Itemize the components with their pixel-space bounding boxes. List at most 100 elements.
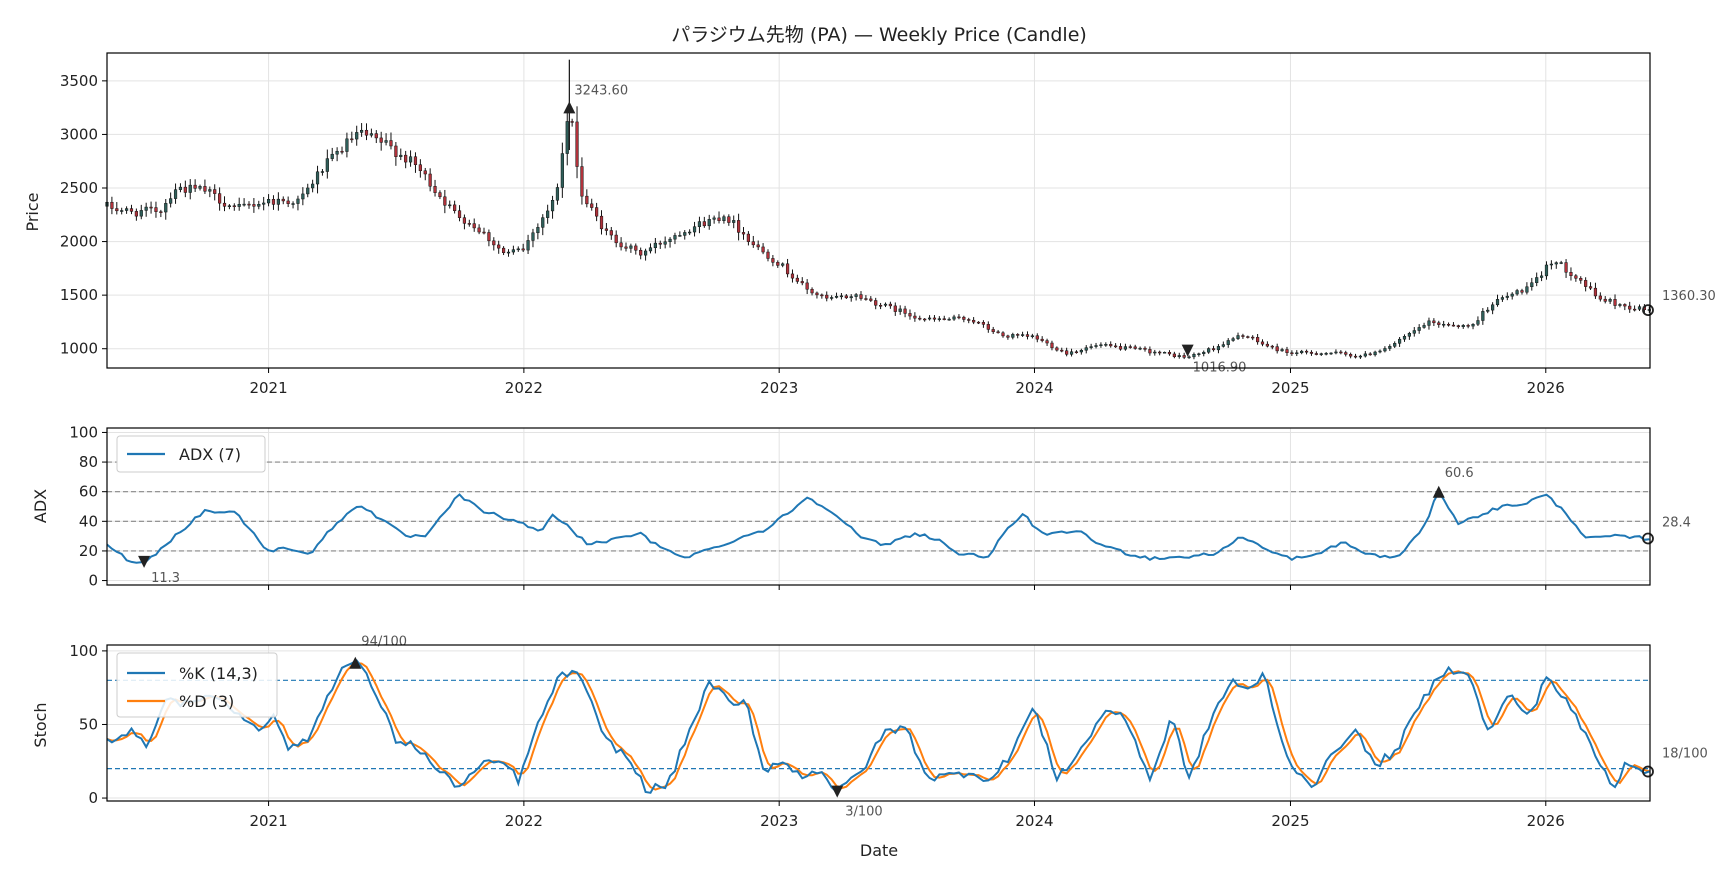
candle-body (908, 313, 912, 317)
candle-body (120, 210, 124, 212)
candle-body (526, 240, 530, 251)
candle-body (1569, 272, 1573, 276)
candle-body (1530, 282, 1534, 288)
candle-body (795, 277, 799, 282)
candle-body (1339, 351, 1343, 354)
candle-body (810, 288, 814, 294)
candle-body (692, 226, 697, 233)
candle-body (536, 227, 540, 234)
candle-body (913, 315, 917, 319)
candle-body (389, 140, 393, 147)
candle-body (462, 217, 467, 224)
candle-body (1236, 335, 1240, 339)
candle-body (193, 184, 197, 189)
chart-title: パラジウム先物 (PA) — Weekly Price (Candle) (671, 24, 1087, 46)
adx-y-tick-label: 40 (79, 512, 98, 530)
stoch-legend: %K (14,3) %D (3) (116, 652, 278, 718)
candle-body (717, 217, 721, 221)
candle-body (399, 154, 403, 157)
candle-body (888, 303, 892, 307)
stoch-x-tick-label: 2024 (1015, 812, 1053, 830)
candle-body (1461, 325, 1465, 327)
candle-body (227, 205, 231, 207)
candle-body (776, 262, 780, 266)
adx-y-tick-label: 80 (79, 453, 98, 471)
candle-body (1334, 351, 1338, 354)
candle-body (1559, 262, 1563, 264)
candle-body (262, 202, 266, 205)
candle-body (634, 245, 638, 251)
stoch-legend-d-label: %D (3) (179, 692, 234, 711)
candle-body (927, 317, 932, 320)
candle-body (1182, 355, 1186, 358)
candle-body (1045, 340, 1049, 344)
candle-body (448, 204, 452, 207)
candle-body (149, 206, 153, 209)
candle-body (604, 228, 609, 231)
candle-body (962, 316, 966, 320)
candle-body (932, 317, 937, 320)
candle-body (1535, 277, 1539, 283)
candle-body (575, 121, 579, 167)
stoch-x-tick-label: 2021 (249, 812, 287, 830)
price-x-tick-label: 2022 (505, 379, 543, 397)
candle-body (1466, 325, 1470, 327)
candle-body (355, 132, 359, 140)
candle-body (741, 232, 746, 235)
candle-body (688, 231, 692, 234)
price-y-tick-label: 3500 (60, 72, 98, 90)
candle-body (1427, 320, 1431, 326)
candle-body (1050, 342, 1054, 349)
candle-body (1216, 346, 1221, 351)
price-x-tick-label: 2023 (760, 379, 798, 397)
candle-body (580, 166, 584, 197)
candle-body (218, 193, 222, 204)
candle-body (1383, 348, 1387, 352)
candle-body (384, 140, 388, 143)
adx-max-marker (1432, 485, 1445, 498)
candle-body (1030, 335, 1034, 337)
candle-body (1280, 349, 1284, 352)
candle-body (247, 203, 251, 206)
candle-body (550, 200, 555, 212)
candle-body (1241, 335, 1245, 337)
candle-body (668, 238, 672, 243)
candle-body (751, 241, 755, 246)
adx-y-tick-label: 20 (79, 542, 98, 560)
candle-body (1378, 350, 1382, 353)
candle-body (1549, 263, 1553, 266)
candle-body (340, 150, 344, 153)
candle-body (1628, 305, 1632, 310)
adx-legend: ADX (7) (116, 435, 266, 473)
candle-body (1290, 352, 1294, 355)
candle-body (271, 199, 276, 205)
candle-body (1109, 344, 1113, 347)
candle-body (1270, 345, 1274, 348)
candle-body (453, 204, 457, 211)
candle-body (595, 207, 599, 217)
candle-body (1265, 343, 1269, 347)
candle-body (1471, 323, 1475, 327)
candle-body (134, 211, 138, 217)
candle-body (820, 294, 824, 297)
candle-body (947, 318, 951, 321)
candle-body (805, 282, 809, 290)
candle-body (178, 186, 183, 190)
candle-body (1603, 298, 1607, 302)
price-x-tick-label: 2025 (1271, 379, 1309, 397)
candle-body (516, 248, 520, 251)
candle-body (1275, 346, 1279, 352)
candle-body (325, 158, 329, 172)
candle-body (781, 263, 785, 266)
candle-body (1637, 306, 1642, 310)
candle-body (1633, 308, 1637, 311)
candle-body (869, 298, 873, 301)
candle-body (301, 193, 305, 200)
candle-body (830, 297, 834, 299)
candle-body (511, 249, 515, 253)
candle-body (1040, 338, 1044, 341)
candle-body (815, 292, 819, 296)
candle-body (683, 232, 687, 236)
candle-body (854, 294, 858, 297)
